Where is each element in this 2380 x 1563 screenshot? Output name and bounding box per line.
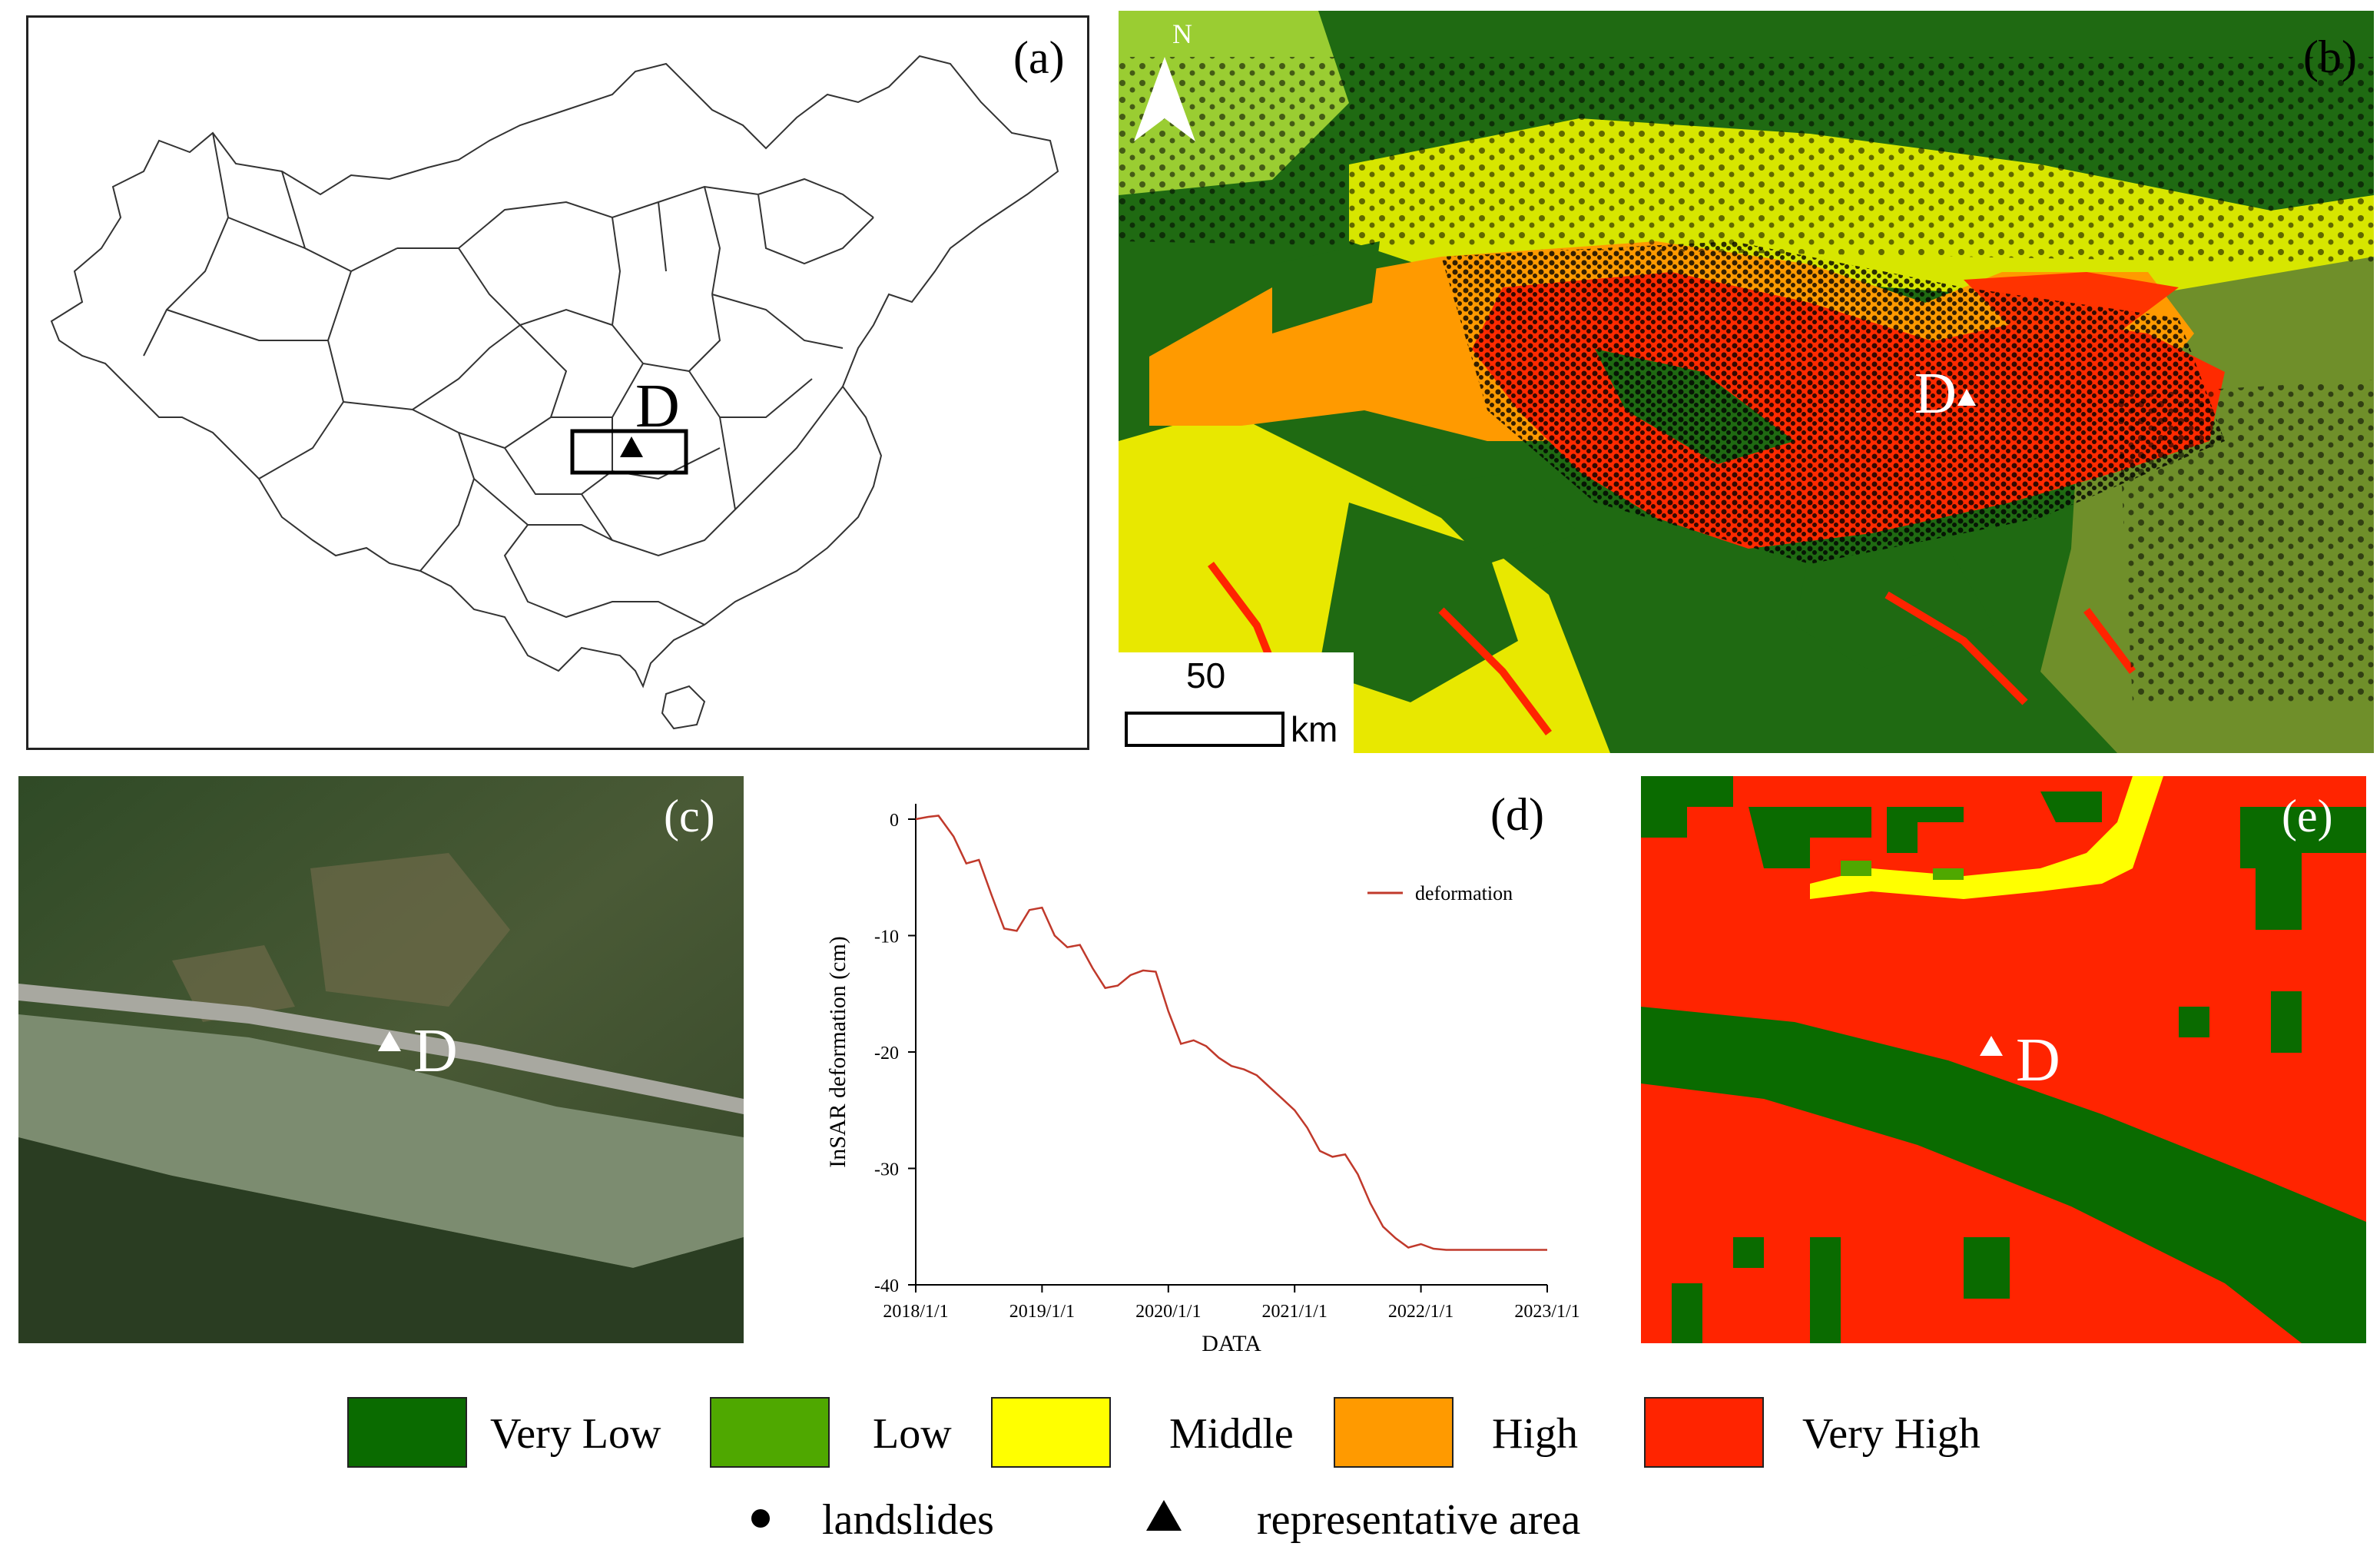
legend-label-very-high: Very High: [1802, 1410, 1981, 1458]
legend-label-middle: Middle: [1169, 1410, 1294, 1458]
y-tick-label: -40: [874, 1276, 899, 1296]
y-axis-title: InSAR deformation (cm): [825, 936, 850, 1168]
province-lines: [143, 132, 874, 626]
x-axis-title: DATA: [1202, 1331, 1261, 1356]
legend-label-very-low: Very Low: [490, 1410, 661, 1458]
panel-a-site-label: D: [635, 373, 680, 440]
panel-e-label: (e): [2282, 791, 2333, 841]
legend-swatch-very-high: [1644, 1397, 1764, 1468]
country-outline: [50, 55, 1059, 689]
panel-c-site-label: D: [413, 1017, 458, 1085]
chart-legend-label: deformation: [1415, 882, 1513, 904]
triangle-marker-icon: [1980, 1036, 2003, 1056]
landslide-points: [1119, 57, 2374, 264]
panel-a-china-map: (a) D: [26, 15, 1089, 750]
y-tick-label: -30: [874, 1160, 899, 1180]
panel-b-susceptibility-map: (b) N D 50 km: [1119, 11, 2374, 753]
panel-e-site-label: D: [2016, 1027, 2060, 1094]
panel-b-label: (b): [2303, 32, 2357, 82]
satellite-photo: [18, 776, 744, 1343]
panel-c-satellite-image: (c) D: [18, 776, 744, 1343]
deformation-chart: 0 -10 -20 -30 -40 2018/1/1 2019/1/1 2020/1/1 202…: [825, 804, 1580, 1356]
susceptibility-raster: [1119, 11, 2374, 753]
legend-swatch-high: [1334, 1397, 1454, 1468]
zone-very-low-ridges: [1272, 241, 1994, 672]
china-outline-map: [50, 55, 1059, 730]
triangle-marker-icon: [1957, 389, 1976, 406]
legend-swatch-very-low: [347, 1397, 467, 1468]
panel-d-deformation-chart: 0 -10 -20 -30 -40 2018/1/1 2019/1/1 2020/1/1 202…: [799, 776, 1590, 1360]
panel-e-susceptibility-zoom: (e) D: [1641, 776, 2366, 1343]
x-tick-label: 2018/1/1: [883, 1302, 948, 1322]
x-tick-label: 2023/1/1: [1514, 1302, 1579, 1322]
study-area-box: [570, 429, 688, 475]
river-lines: [1208, 562, 2136, 735]
x-tick-label: 2019/1/1: [1009, 1302, 1075, 1322]
triangle-marker-icon: [620, 436, 643, 457]
legend-swatch-middle: [991, 1397, 1111, 1468]
series-line-deformation: [915, 815, 1547, 1251]
scale-unit: km: [1291, 709, 1338, 749]
hainan-island: [661, 685, 706, 730]
river: [18, 1014, 744, 1268]
zone-middle-strip: [1810, 776, 2163, 899]
y-tick-label: 0: [890, 811, 899, 831]
zone-very-low-dots: [1672, 991, 2302, 1343]
scale-bar-box: [1119, 652, 1354, 753]
zone-low-patch: [1841, 861, 1964, 880]
zone-low-bottom: [1318, 503, 1518, 702]
legend-label-landslides: landslides: [822, 1496, 994, 1544]
triangle-marker-icon: [378, 1031, 401, 1051]
y-tick-label: -10: [874, 928, 899, 947]
south-hills: [18, 1137, 744, 1343]
landslide-points-dense: [1441, 241, 2225, 564]
landslide-dot-icon: [751, 1509, 770, 1528]
scale-bar: [1125, 712, 1284, 747]
north-label: N: [1172, 18, 1192, 49]
representative-triangle-icon: [1146, 1500, 1182, 1531]
x-tick-label: 2021/1/1: [1262, 1302, 1328, 1322]
legend-label-representative-area: representative area: [1257, 1496, 1581, 1544]
x-tick-label: 2022/1/1: [1388, 1302, 1454, 1322]
legend-label-low: Low: [873, 1410, 952, 1458]
panel-b-site-label: D: [1914, 361, 1957, 426]
road-bank: [18, 984, 744, 1114]
legend-label-high: High: [1492, 1410, 1578, 1458]
susceptibility-zoom-raster: [1641, 776, 2366, 1343]
panel-c-label: (c): [664, 791, 715, 841]
panel-a-label: (a): [1013, 32, 1065, 83]
zone-very-low-top: [1641, 776, 2366, 930]
fields: [172, 853, 510, 1022]
panel-d-label: (d): [1490, 789, 1544, 840]
y-tick-label: -20: [874, 1044, 899, 1064]
north-arrow-icon: [1134, 57, 1195, 141]
legend-swatch-low: [710, 1397, 830, 1468]
landslide-points-east: [2117, 380, 2374, 702]
zone-very-low-band: [1641, 1007, 2366, 1343]
x-tick-label: 2020/1/1: [1135, 1302, 1201, 1322]
scale-value: 50: [1186, 655, 1226, 695]
